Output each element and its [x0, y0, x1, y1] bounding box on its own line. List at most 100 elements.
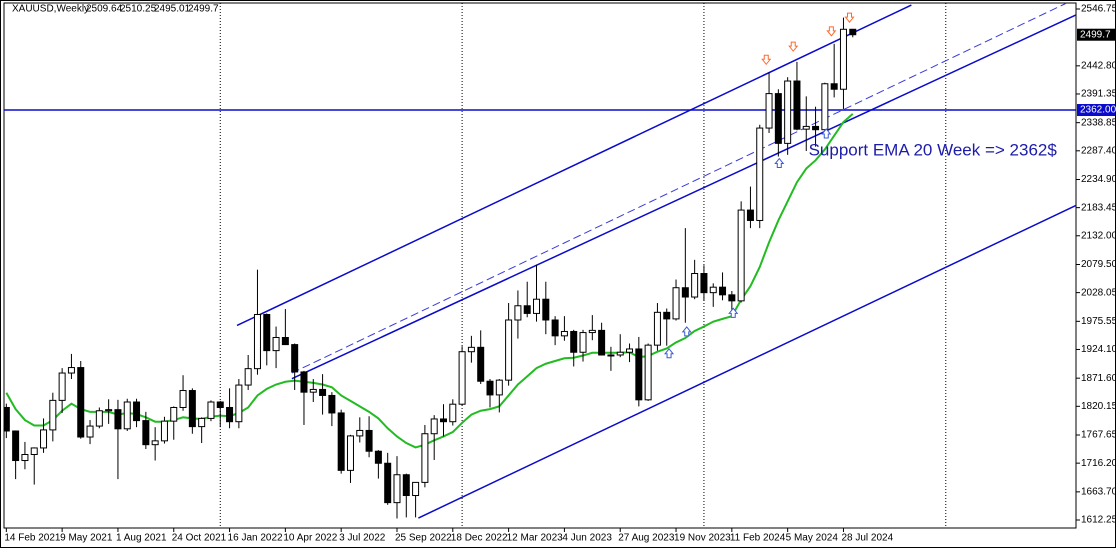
candle-body — [198, 417, 206, 428]
x-tick-label: 12 Mar 2023 — [507, 533, 564, 544]
y-tick-label: 1767.65 — [1081, 430, 1116, 441]
candle-body — [58, 372, 66, 401]
candle-body — [551, 319, 559, 337]
candle-body — [765, 93, 773, 129]
trendline — [291, 14, 1076, 380]
candle-body — [179, 390, 187, 408]
candle-body — [272, 336, 280, 352]
candle-body — [495, 379, 503, 396]
y-tick-label: 2391.35 — [1081, 89, 1116, 100]
candle-body — [560, 330, 568, 337]
x-tick-label: 18 Dec 2022 — [451, 533, 508, 544]
candle-body — [263, 314, 271, 352]
candle-body — [421, 433, 429, 483]
candle-body — [67, 367, 75, 374]
up-arrows — [728, 307, 739, 318]
candle-body — [188, 390, 196, 428]
candle-body — [653, 311, 661, 346]
ema-line — [5, 113, 854, 449]
candle-body — [616, 351, 624, 356]
candle-body — [412, 481, 420, 497]
candle-body — [253, 314, 261, 370]
y-tick-label: 1975.55 — [1081, 316, 1116, 327]
y-tick-label: 2338.85 — [1081, 117, 1116, 128]
x-tick-label: 10 Apr 2022 — [283, 533, 337, 544]
candle-body — [151, 440, 159, 446]
y-tick-label: 2028.05 — [1081, 287, 1116, 298]
x-tick-label: 9 May 2021 — [60, 533, 113, 544]
candle-body — [95, 410, 103, 427]
y-tick-label: 1820.15 — [1081, 401, 1116, 412]
level-label: 2362.00 — [1080, 105, 1116, 116]
candle-body — [281, 336, 289, 346]
candle-body — [123, 401, 131, 430]
candle-body — [393, 474, 401, 504]
candle-body — [328, 394, 336, 414]
candle-body — [719, 286, 727, 296]
candle-body — [226, 406, 234, 423]
candle-body — [635, 348, 643, 401]
candle-body — [523, 305, 531, 314]
candle-body — [774, 93, 782, 144]
candle-body — [709, 286, 717, 294]
y-tick-label: 2234.90 — [1081, 174, 1116, 185]
candle-body — [849, 28, 857, 36]
level-label-box — [1077, 104, 1115, 117]
y-tick-label: 2132.00 — [1081, 230, 1116, 241]
candle-body — [672, 287, 680, 320]
x-tick-label: 28 Jul 2024 — [841, 533, 893, 544]
up-arrows — [681, 326, 692, 337]
candle-body — [728, 294, 736, 302]
candle-body — [477, 346, 485, 382]
candle-body — [830, 83, 838, 90]
candle-body — [691, 273, 699, 298]
candle-body — [216, 401, 224, 408]
x-tick-label: 3 Jul 2022 — [339, 533, 386, 544]
candle-body — [579, 332, 587, 353]
candle-body — [402, 474, 410, 497]
x-tick-label: 1 Aug 2021 — [116, 533, 167, 544]
candle-body — [300, 371, 308, 393]
candle-body — [449, 403, 457, 423]
plot — [4, 3, 1076, 528]
x-tick-label: 5 May 2024 — [786, 533, 839, 544]
y-tick-label: 1612.25 — [1081, 515, 1116, 526]
candle-body — [12, 430, 20, 462]
up-arrows — [821, 128, 832, 139]
candle-body — [486, 380, 494, 396]
candle-body — [756, 127, 764, 221]
y-tick-label: 1924.10 — [1081, 344, 1116, 355]
candle-body — [839, 28, 847, 90]
candle-body — [30, 447, 38, 456]
trendline — [236, 4, 912, 327]
plot-area — [3, 2, 1077, 529]
candle-body — [784, 80, 792, 144]
candle-body — [365, 429, 373, 452]
candle-body — [133, 401, 141, 422]
down-arrows — [761, 54, 772, 66]
candle-body — [291, 344, 299, 373]
up-arrows — [664, 347, 675, 359]
candle-body — [235, 384, 243, 423]
symbol: XAUUSD,Weekly — [12, 4, 89, 15]
candle-body — [533, 298, 541, 314]
header-close: 2499.7 — [188, 4, 219, 15]
x-tick-label: 27 Aug 2023 — [618, 533, 675, 544]
candle-body — [160, 420, 168, 442]
candle-body — [207, 401, 215, 419]
candle-body — [86, 425, 94, 438]
price-label: 2499.7 — [1080, 29, 1111, 40]
header-high: 2510.25 — [120, 4, 157, 15]
x-tick-label: 25 Sep 2022 — [395, 533, 452, 544]
candle-body — [105, 409, 113, 412]
annotation: Support EMA 20 Week => 2362$ — [809, 141, 1058, 160]
candle-body — [356, 429, 364, 437]
x-tick-label: 24 Oct 2021 — [172, 533, 227, 544]
candle-body — [737, 209, 745, 302]
candle-body — [170, 406, 178, 422]
candle-body — [700, 273, 708, 294]
candle-body — [467, 346, 475, 353]
candle-body — [644, 344, 652, 401]
candle-body — [439, 418, 447, 423]
